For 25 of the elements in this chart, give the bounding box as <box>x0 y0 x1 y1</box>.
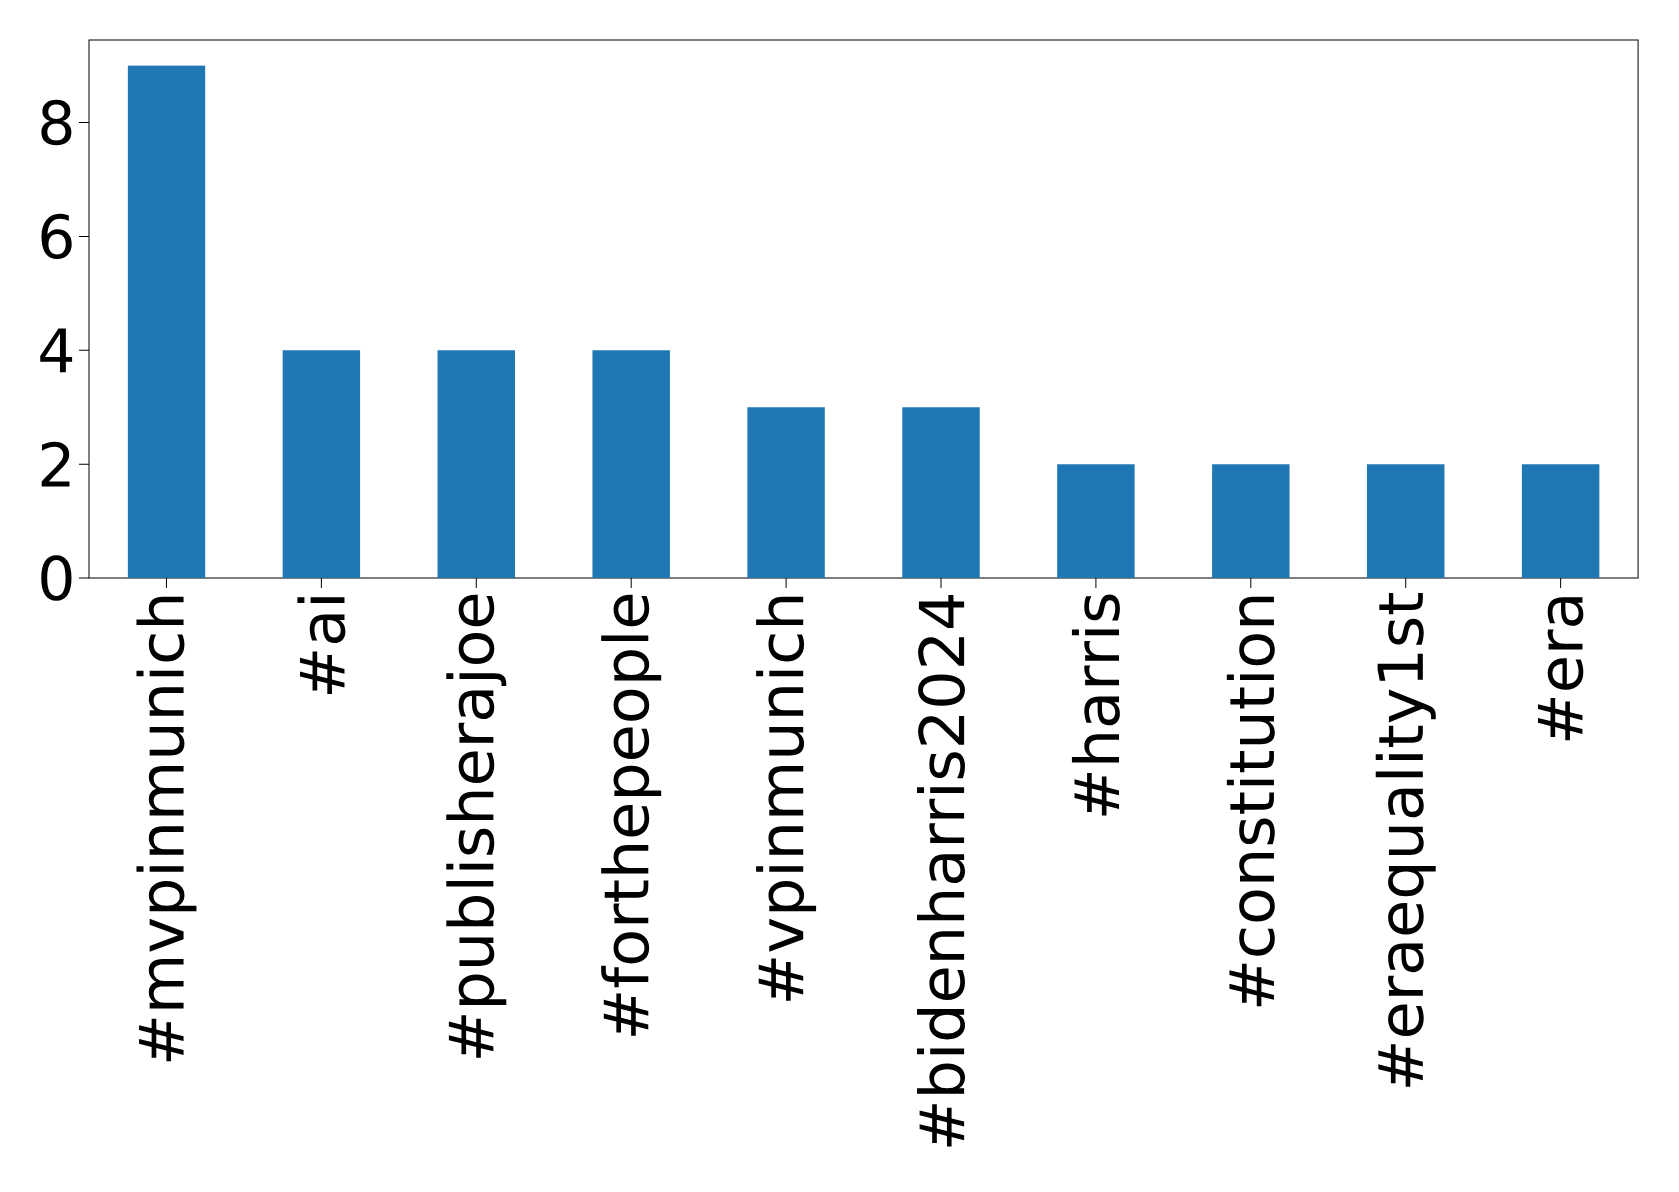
bar <box>902 407 980 578</box>
bar <box>282 350 361 578</box>
x-tick-label: #constitution <box>1226 596 1275 1007</box>
x-tick-label: #forthepeople <box>601 594 662 1036</box>
bar <box>1212 464 1290 578</box>
bar <box>1367 464 1445 578</box>
y-tick-label: 4 <box>40 328 73 373</box>
bar <box>127 65 206 578</box>
bar <box>1057 464 1135 578</box>
x-tick-label: #publisherajoe <box>446 594 507 1058</box>
y-tick-label: 6 <box>41 213 72 260</box>
bar <box>1521 464 1600 578</box>
bar <box>747 407 825 578</box>
x-tick-label: #era <box>1537 597 1584 741</box>
bar <box>592 350 670 578</box>
x-tick-label: #eraequality1st <box>1375 592 1436 1087</box>
x-tick-label: #vpinmunich <box>756 596 817 1001</box>
x-tick-label: #ai <box>297 597 346 694</box>
x-tick-label: #mvpinmunich <box>136 596 197 1062</box>
bar <box>437 350 515 578</box>
y-tick-label: 0 <box>41 555 72 601</box>
x-tick-label: #harris <box>1071 594 1120 816</box>
y-tick-label: 8 <box>41 99 72 146</box>
x-tick-label: #bidenharris2024 <box>917 594 965 1147</box>
y-tick-label: 2 <box>41 441 70 487</box>
